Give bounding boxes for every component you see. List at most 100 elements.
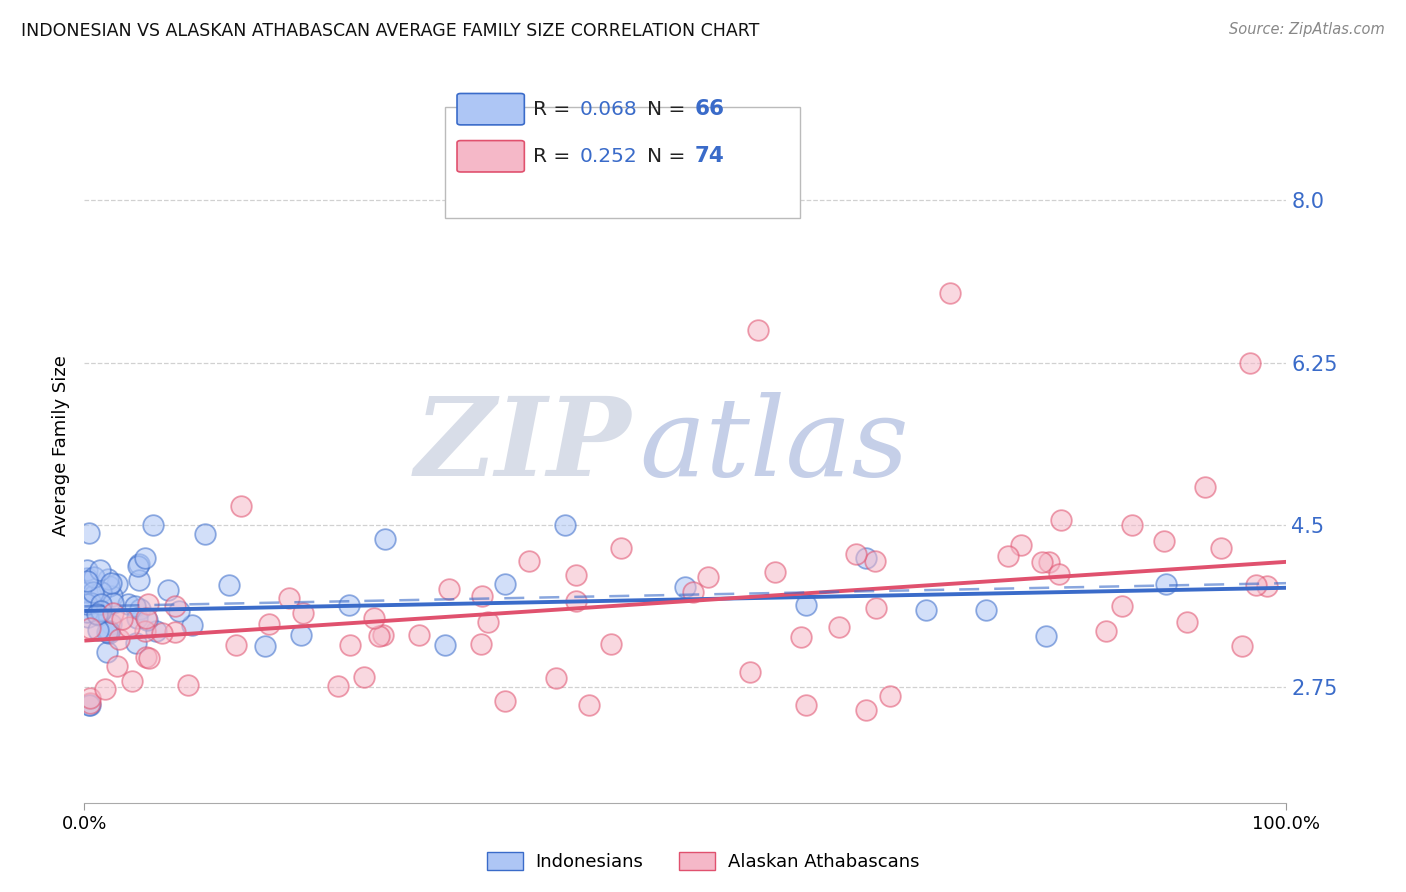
Text: 66: 66 — [695, 99, 725, 120]
Point — [94, 682, 117, 697]
Point — [96, 624, 118, 639]
Point — [135, 650, 157, 665]
Point — [1111, 599, 1133, 613]
Point — [77, 525, 100, 540]
Y-axis label: Average Family Size: Average Family Size — [52, 356, 70, 536]
Point — [565, 568, 588, 582]
Point — [145, 624, 167, 638]
Point — [1244, 578, 1267, 592]
Point — [1035, 629, 1057, 643]
Point — [101, 590, 124, 604]
Point — [136, 613, 159, 627]
Point — [105, 577, 128, 591]
Point — [76, 571, 98, 585]
Point — [76, 605, 98, 619]
Text: N =: N = — [647, 100, 692, 119]
Point — [738, 665, 761, 679]
Legend: Indonesians, Alaskan Athabascans: Indonesians, Alaskan Athabascans — [479, 845, 927, 879]
Point — [682, 585, 704, 599]
Point — [337, 599, 360, 613]
Point — [176, 678, 198, 692]
Point — [150, 626, 173, 640]
Text: 0.252: 0.252 — [579, 147, 637, 166]
Text: atlas: atlas — [640, 392, 910, 500]
Point — [87, 607, 110, 622]
Point — [76, 585, 98, 599]
Point — [1239, 355, 1261, 369]
Point — [600, 637, 623, 651]
Point — [863, 554, 886, 568]
Point — [373, 628, 395, 642]
Point — [1010, 538, 1032, 552]
Point — [87, 604, 110, 618]
Point — [747, 323, 769, 337]
Point — [229, 500, 252, 514]
Point — [879, 690, 901, 704]
Point — [408, 627, 430, 641]
Point — [136, 597, 159, 611]
Point — [121, 673, 143, 688]
Point — [101, 596, 124, 610]
FancyBboxPatch shape — [446, 107, 800, 218]
Point — [90, 597, 112, 611]
Point — [1156, 576, 1178, 591]
Point — [363, 611, 385, 625]
Point — [471, 589, 494, 603]
Point — [125, 636, 148, 650]
Text: 74: 74 — [695, 146, 724, 166]
Point — [326, 680, 349, 694]
Point — [1121, 517, 1143, 532]
Point — [1038, 555, 1060, 569]
Point — [915, 603, 938, 617]
Point — [865, 600, 887, 615]
Point — [86, 607, 108, 621]
Text: INDONESIAN VS ALASKAN ATHABASCAN AVERAGE FAMILY SIZE CORRELATION CHART: INDONESIAN VS ALASKAN ATHABASCAN AVERAGE… — [21, 22, 759, 40]
Point — [80, 596, 103, 610]
Point — [1256, 579, 1278, 593]
Point — [517, 554, 540, 568]
Point — [578, 698, 600, 713]
Point — [470, 637, 492, 651]
Point — [134, 624, 156, 639]
Point — [100, 617, 122, 632]
Point — [124, 599, 146, 614]
Point — [855, 703, 877, 717]
Point — [167, 605, 190, 619]
Point — [79, 691, 101, 706]
Point — [165, 599, 187, 613]
Point — [845, 547, 868, 561]
Point — [142, 517, 165, 532]
Point — [828, 620, 851, 634]
Point — [290, 628, 312, 642]
Text: ZIP: ZIP — [415, 392, 631, 500]
Point — [253, 639, 276, 653]
Point — [89, 604, 111, 618]
Point — [565, 594, 588, 608]
Point — [129, 602, 152, 616]
Point — [218, 577, 240, 591]
Point — [127, 611, 149, 625]
Point — [494, 694, 516, 708]
Text: R =: R = — [533, 147, 576, 166]
Point — [291, 607, 314, 621]
Point — [77, 610, 100, 624]
Point — [1094, 624, 1116, 638]
Point — [1031, 555, 1053, 569]
Point — [194, 527, 217, 541]
Point — [89, 563, 111, 577]
Point — [610, 541, 633, 555]
Point — [974, 603, 997, 617]
Point — [339, 638, 361, 652]
Point — [76, 597, 98, 611]
Point — [87, 623, 110, 637]
Point — [134, 550, 156, 565]
Point — [128, 557, 150, 571]
FancyBboxPatch shape — [457, 94, 524, 125]
Text: 0.068: 0.068 — [579, 100, 637, 119]
Point — [1209, 541, 1232, 556]
Point — [117, 598, 139, 612]
Point — [855, 550, 877, 565]
Point — [98, 579, 121, 593]
Text: N =: N = — [647, 147, 692, 166]
Point — [434, 638, 457, 652]
